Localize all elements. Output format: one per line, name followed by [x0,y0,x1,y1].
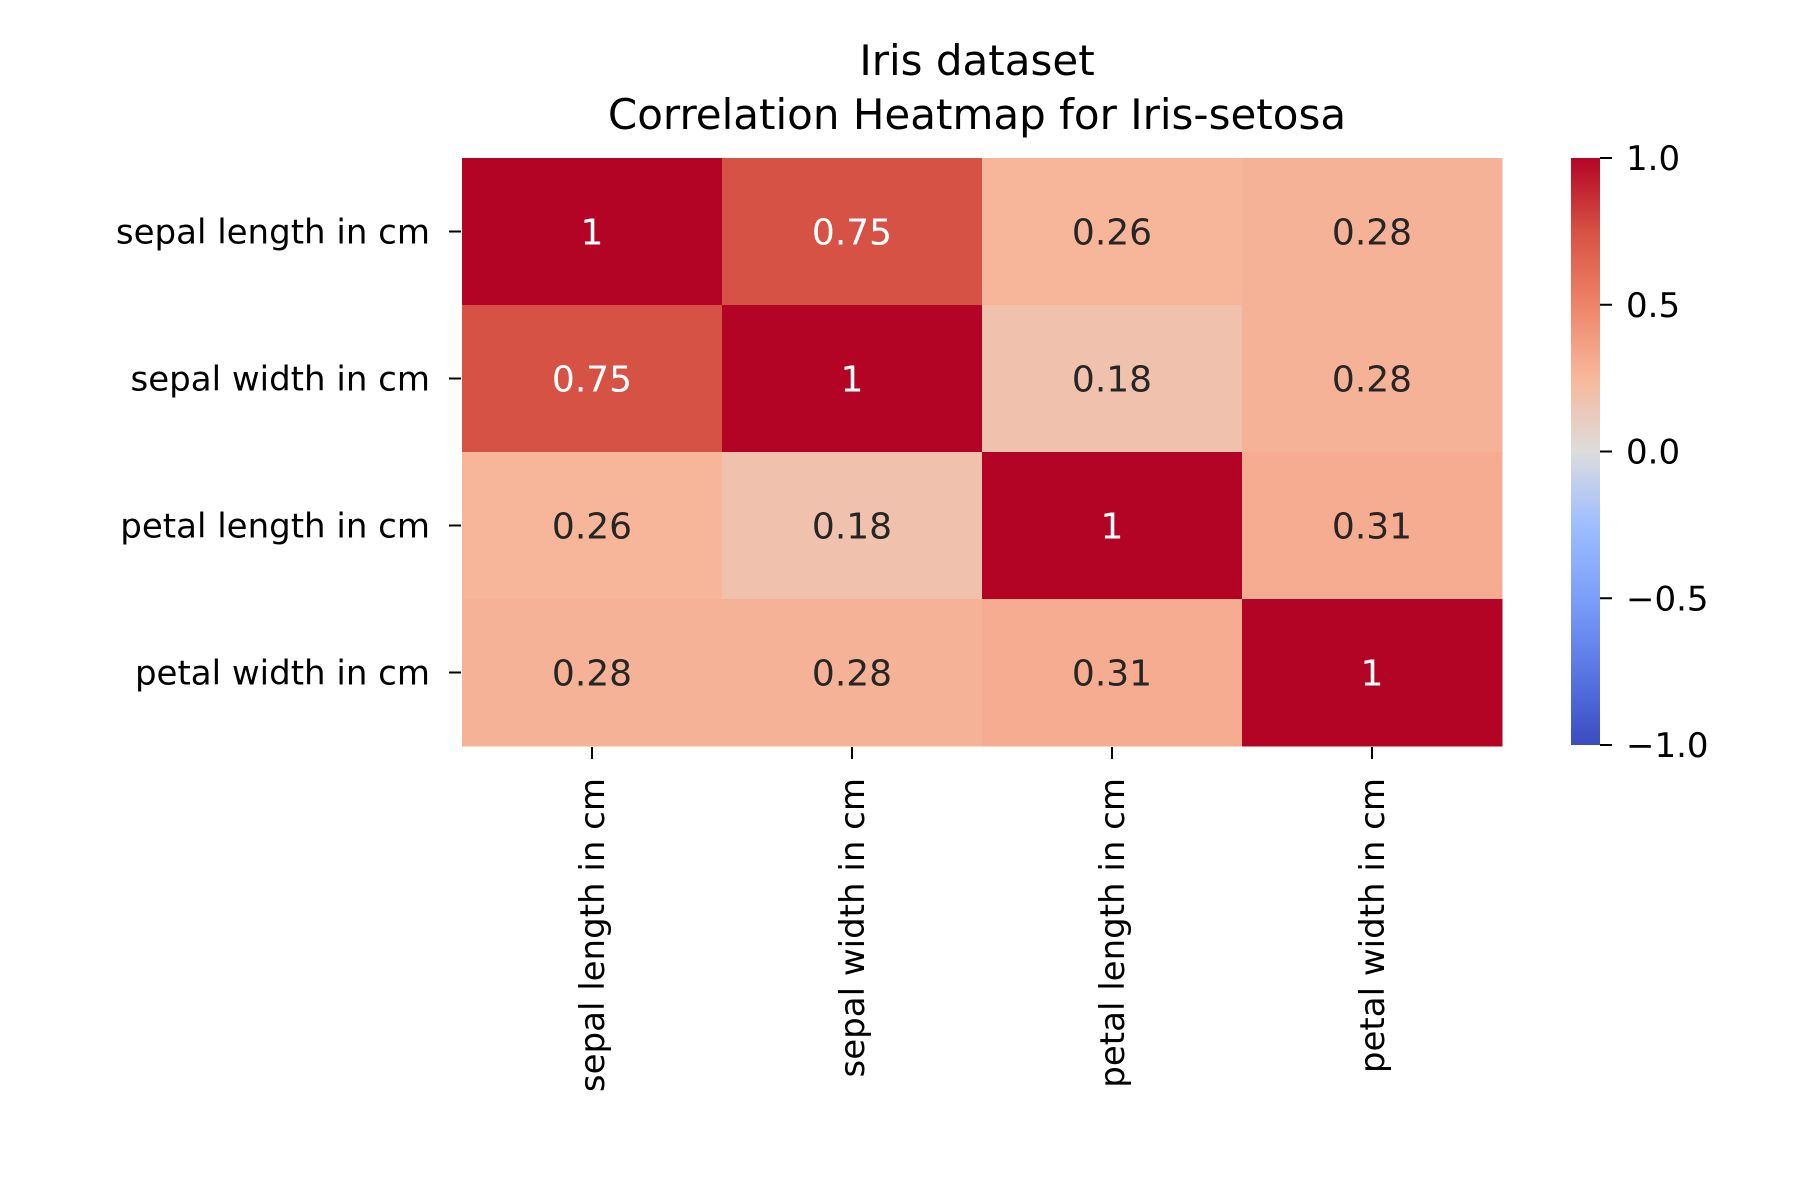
y-tick-label: sepal length in cm [116,213,430,253]
heatmap-cell [1242,158,1503,306]
x-tick-label: sepal length in cm [573,778,613,1092]
y-tick-label: petal length in cm [120,507,430,547]
heatmap-cell-label: 0.31 [1332,507,1412,548]
heatmap-cell [722,599,983,747]
heatmap-cell [982,452,1243,600]
y-axis: sepal length in cm sepal width in cm petal… [116,213,461,694]
chart-title-line-2: Correlation Heatmap for Iris-setosa [608,90,1346,139]
colorbar-gradient-bar [1571,158,1600,745]
heatmap-cell [722,158,983,306]
heatmap-cell-label: 1 [581,213,604,254]
heatmap-cell-labels: 1 0.75 0.26 0.28 0.75 1 0.18 0.28 0.26 0.18 1 0.31 0… [552,213,1412,695]
colorbar-tick-label: 0.0 [1626,433,1680,473]
heatmap-cell-label: 0.28 [552,654,632,695]
heatmap-cells [462,158,1503,747]
chart-title-line-1: Iris dataset [859,36,1094,85]
heatmap-cell-label: 0.31 [1072,654,1152,695]
heatmap-cell-label: 0.26 [552,507,632,548]
heatmap-cell-label: 0.18 [1072,360,1152,401]
heatmap-cell [1242,305,1503,453]
heatmap-cell-label: 0.75 [552,360,632,401]
x-tick-label: petal length in cm [1093,778,1133,1088]
colorbar-tick-label: −0.5 [1626,579,1709,619]
heatmap-cell-label: 0.75 [812,213,892,254]
colorbar-ticks: 1.0 0.5 0.0 −0.5 −1.0 [1600,139,1709,766]
heatmap-cell [722,305,983,453]
heatmap-cell-label: 0.28 [1332,213,1412,254]
heatmap-cell-label: 0.28 [1332,360,1412,401]
heatmap-cell-label: 1 [841,360,864,401]
heatmap-cell [462,452,723,600]
x-tick-label: petal width in cm [1353,778,1393,1073]
heatmap-cell [982,305,1243,453]
y-tick-label: petal width in cm [135,654,430,694]
colorbar-tick-label: 0.5 [1626,286,1680,326]
x-tick-label: sepal width in cm [833,778,873,1077]
heatmap-cell [1242,452,1503,600]
heatmap-cell [462,305,723,453]
heatmap-cell-label: 0.28 [812,654,892,695]
heatmap-cell [462,158,723,306]
heatmap-cell [1242,599,1503,747]
heatmap-cell-label: 1 [1361,654,1384,695]
chart-title: Iris dataset Correlation Heatmap for Iri… [608,36,1346,139]
heatmap-cell-label: 0.18 [812,507,892,548]
heatmap-cell [982,599,1243,747]
colorbar-tick-label: −1.0 [1626,726,1709,766]
colorbar-tick-label: 1.0 [1626,139,1680,179]
heatmap-cell [982,158,1243,306]
colorbar: 1.0 0.5 0.0 −0.5 −1.0 [1571,139,1709,766]
y-tick-label: sepal width in cm [131,360,430,400]
heatmap-cell [722,452,983,600]
heatmap-cell-label: 1 [1101,507,1124,548]
heatmap-cell [462,599,723,747]
x-axis: sepal length in cm sepal width in cm petal… [573,747,1393,1092]
heatmap-cell-label: 0.26 [1072,213,1152,254]
